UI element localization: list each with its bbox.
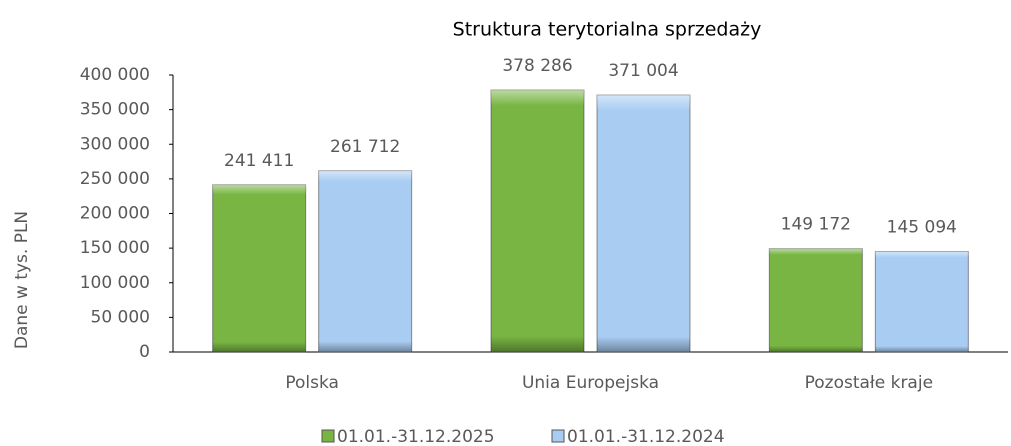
value-label: 371 004 (608, 61, 678, 81)
value-label: 145 094 (887, 218, 957, 238)
y-tick-label: 250 000 (80, 169, 150, 189)
value-label: 378 286 (502, 56, 572, 76)
legend-swatch (321, 429, 335, 443)
y-tick-label: 350 000 (80, 100, 150, 120)
y-tick-label: 0 (139, 342, 150, 362)
legend-swatch (551, 429, 565, 443)
y-tick-label: 150 000 (80, 238, 150, 258)
legend-label: 01.01.-31.12.2025 (337, 427, 495, 446)
y-tick-label: 300 000 (80, 134, 150, 154)
y-axis-label: Dane w tys. PLN (12, 211, 32, 349)
y-tick-label: 200 000 (80, 204, 150, 224)
y-tick-label: 400 000 (80, 65, 150, 85)
y-tick-label: 50 000 (91, 307, 150, 327)
y-tick-label: 100 000 (80, 273, 150, 293)
legend-label: 01.01.-31.12.2024 (567, 427, 725, 446)
x-tick-label: Pozostałe kraje (805, 373, 933, 393)
x-tick-label: Unia Europejska (522, 373, 659, 393)
chart-title: Struktura terytorialna sprzedaży (453, 19, 762, 41)
bar-bevel (491, 90, 584, 353)
bar-bevel (212, 184, 306, 352)
bar-bevel (875, 251, 969, 352)
bar-bevel (597, 95, 690, 353)
value-label: 261 712 (330, 137, 400, 157)
x-tick-label: Polska (285, 373, 339, 393)
bar-bevel (769, 248, 863, 352)
value-label: 149 172 (781, 215, 851, 235)
value-label: 241 411 (224, 151, 294, 171)
bar-bevel (318, 170, 412, 352)
